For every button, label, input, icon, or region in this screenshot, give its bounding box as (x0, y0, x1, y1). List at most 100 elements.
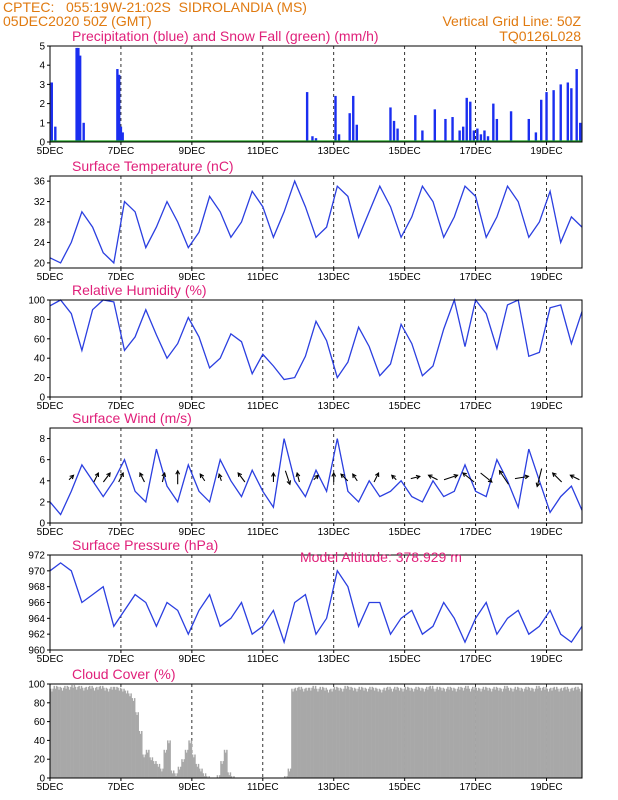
x-tick-label: 11DEC (247, 146, 279, 157)
cloud-bar (460, 686, 462, 778)
precip-bar (469, 101, 472, 142)
cloud-bar (298, 686, 300, 778)
cloud-bar (307, 687, 310, 778)
x-tick-label: 7DEC (108, 401, 135, 412)
cloud-bar (119, 687, 122, 778)
cloud-bar (490, 691, 493, 778)
cloud-bar (492, 688, 494, 778)
wind-arrow-shaft (93, 472, 99, 483)
cloud-bar (454, 688, 456, 778)
cloud-bar (63, 687, 65, 778)
cloud-bar (155, 761, 157, 778)
wind-arrow-shaft (480, 472, 493, 483)
wind-arrow-shaft (373, 472, 380, 483)
cloud-bar (96, 686, 98, 778)
cloud-bar (366, 691, 369, 778)
precip-bar (579, 122, 582, 142)
cloud-bar (312, 685, 314, 778)
precip-bar (352, 95, 355, 142)
cloud-bar (224, 752, 227, 778)
cloud-bar (414, 688, 416, 778)
cloud-bar (157, 766, 160, 778)
cloud-bar (485, 686, 487, 778)
cloud-bar (300, 686, 303, 778)
cloud-bar (167, 740, 169, 778)
cloud-bar (358, 686, 361, 778)
wind-arrow-head (551, 472, 557, 477)
x-tick-label: 5DEC (37, 782, 64, 793)
wind-arrow (480, 472, 493, 483)
cloud-bar (377, 691, 379, 778)
wind-panel: 0 2 4 6 8 5DEC 7DEC 9DEC 11DEC 13DEC 15DEC 17DEC 19D… (37, 410, 583, 538)
wind-arrow-head (340, 473, 345, 479)
cloud-bar (427, 689, 429, 778)
cloud-bar (360, 686, 363, 778)
cloud-bar (51, 691, 53, 778)
cloud-bar (84, 687, 86, 778)
cloud-bar (579, 691, 582, 778)
cloud-bar (506, 685, 508, 778)
cloud-bar (457, 686, 460, 778)
cloud-bar (376, 688, 378, 778)
cloud-bar (577, 686, 579, 778)
precip-bar (119, 126, 123, 142)
y-tick-label: 8 (39, 434, 45, 445)
x-tick-label: 15DEC (389, 146, 421, 157)
cloud-bar (522, 691, 525, 778)
wind-arrow-shaft (514, 475, 529, 480)
x-tick-label: 15DEC (389, 654, 421, 665)
cloud-bar (356, 691, 358, 778)
cloud-bar (481, 688, 483, 778)
cloud-bar (552, 687, 554, 778)
cloud-bar (70, 686, 72, 778)
cloud-bar (295, 690, 298, 778)
wind-arrow (514, 474, 530, 480)
wind-arrow-shaft (570, 474, 580, 481)
wind-arrow-shaft (410, 475, 420, 480)
cloud-bar (451, 690, 454, 778)
cloud-bar (513, 688, 515, 778)
cloud-bar (433, 688, 435, 778)
cloud-bar (293, 688, 296, 778)
x-tick-label: 9DEC (179, 654, 206, 665)
wind-arrow-head (69, 474, 75, 480)
cloud-bar (429, 685, 431, 778)
cloud-bar (537, 688, 539, 778)
x-tick-label: 19DEC (530, 401, 562, 412)
y-tick-label: 100 (28, 296, 45, 307)
cloud-bar (475, 687, 478, 778)
x-tick-label: 7DEC (108, 146, 135, 157)
cloud-bar (455, 691, 457, 778)
cloud-bar (446, 688, 448, 778)
cloud-bar (324, 690, 326, 778)
cloud-bar (472, 686, 474, 778)
cloud-bar (448, 689, 450, 778)
cloud-bar (284, 776, 286, 778)
cloud-bar (363, 690, 365, 778)
cloud-bar (349, 689, 351, 778)
panel-title: Relative Humidity (%) (72, 282, 207, 298)
cloud-bar (390, 688, 392, 778)
y-tick-label: 100 (28, 680, 45, 691)
cloud-bar (573, 687, 576, 778)
y-tick-label: 32 (34, 197, 46, 208)
cloud-bar (292, 691, 294, 778)
x-tick-label: 11DEC (247, 272, 279, 283)
y-tick-label: 60 (34, 717, 46, 728)
y-tick-label: 0 (39, 138, 45, 149)
y-tick-label: 964 (28, 614, 45, 625)
precip-bar (527, 118, 530, 142)
cloud-bar (392, 688, 395, 778)
wind-arrow-shaft (118, 472, 124, 483)
cloud-bar (437, 689, 440, 778)
cloud-bar (459, 689, 461, 778)
cloud-bar (52, 688, 54, 778)
cloud-bar (350, 686, 352, 778)
cloud-bar (547, 691, 550, 778)
wind-arrow-head (94, 471, 100, 478)
cloud-bar (193, 757, 195, 778)
cloud-bar (91, 685, 93, 778)
cloud-bar (139, 733, 142, 778)
cloud-bar (450, 687, 453, 778)
cloud-bar (476, 690, 479, 778)
